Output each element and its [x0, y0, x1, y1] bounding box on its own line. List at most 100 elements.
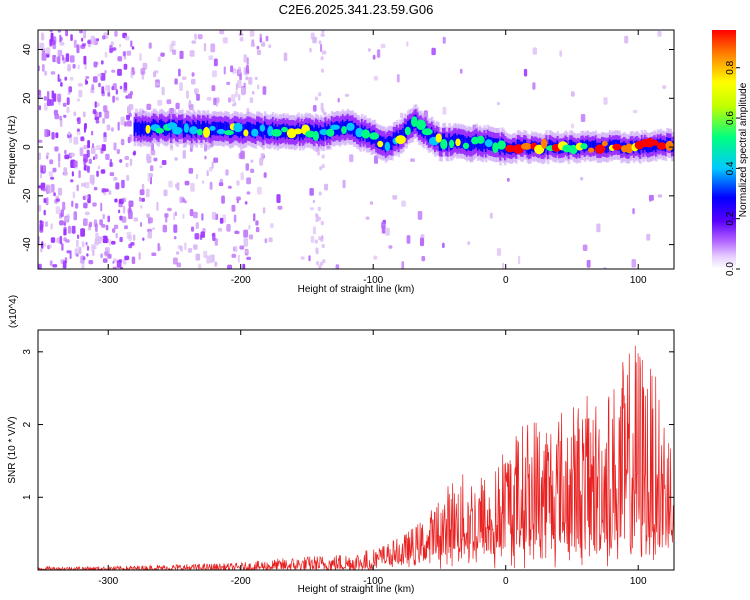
- ridge-core: [375, 133, 378, 147]
- spectrogram-speckle: [257, 84, 260, 90]
- ridge-peak: [243, 129, 249, 137]
- ridge-core: [265, 124, 269, 138]
- ridge-core: [480, 137, 483, 151]
- spectrogram-speckle: [43, 243, 47, 247]
- spectrogram-speckle: [86, 245, 90, 251]
- ridge-peak: [395, 135, 406, 145]
- ridge-peak: [497, 140, 506, 150]
- ridge-core: [316, 125, 319, 139]
- spectrogram-speckle: [121, 197, 126, 203]
- spectrogram-speckle: [226, 224, 231, 232]
- ridge-peak: [259, 124, 266, 132]
- ridge-peak: [271, 129, 282, 137]
- y-tick-label: -20: [22, 188, 33, 203]
- snr-multiplier: (x10^4): [8, 295, 19, 328]
- spectrogram-speckle: [194, 233, 200, 240]
- ridge-peak: [216, 128, 226, 135]
- spectrogram-speckle: [246, 256, 252, 260]
- spectrogram-speckle: [420, 234, 425, 239]
- spectrogram-speckle: [122, 205, 126, 214]
- spectrogram-speckle: [107, 253, 112, 259]
- spectrogram-speckle: [53, 109, 59, 116]
- spectrogram-speckle: [211, 161, 214, 169]
- ridge-core: [408, 119, 412, 133]
- ridge-peak: [369, 132, 379, 140]
- spectrogram-speckle: [231, 253, 237, 258]
- spectrogram-speckle: [245, 250, 249, 254]
- spectrogram-speckle: [96, 170, 99, 177]
- spectrogram-speckle: [67, 225, 72, 234]
- spectrogram-speckle: [87, 140, 90, 149]
- spectrogram-speckle: [255, 220, 259, 226]
- spectrogram-speckle: [467, 241, 471, 246]
- spectrogram-speckle: [119, 159, 123, 163]
- spectrogram-speckle: [235, 91, 238, 98]
- spectrogram-speckle: [94, 116, 100, 121]
- spectrogram-speckle: [460, 68, 463, 74]
- spectrogram-speckle: [227, 264, 232, 269]
- spectrogram-speckle: [191, 78, 196, 85]
- ridge-peak: [449, 139, 455, 149]
- ridge-core: [224, 121, 227, 135]
- spectrogram-speckle: [317, 216, 321, 221]
- spectrogram-speckle: [261, 42, 266, 47]
- spectrogram-speckle: [96, 102, 100, 107]
- spectrogram-speckle: [161, 86, 165, 96]
- spectrogram-speckle: [163, 189, 168, 197]
- spectrogram-speckle: [42, 188, 47, 192]
- ridge-core: [271, 122, 275, 136]
- ridge-core: [149, 123, 152, 137]
- spectrogram-speckle: [223, 66, 226, 75]
- spectrogram-speckle: [197, 34, 203, 40]
- spectrogram-speckle: [142, 237, 145, 241]
- spectrogram-speckle: [215, 103, 219, 107]
- spectrogram-speckle: [43, 198, 47, 203]
- spectrogram-speckle: [66, 97, 70, 105]
- spectrogram-speckle: [218, 182, 224, 187]
- spectrogram-speckle: [337, 97, 340, 103]
- spectrogram-speckle: [631, 259, 637, 268]
- ridge-peak: [361, 129, 371, 139]
- spectrogram-speckle: [76, 184, 79, 192]
- spectrogram-speckle: [237, 80, 242, 88]
- ridge-core: [352, 123, 356, 137]
- spectrogram-speckle: [106, 124, 111, 131]
- spectrogram-speckle: [201, 213, 204, 221]
- ridge-core: [138, 121, 141, 136]
- spectrogram-speckle: [246, 191, 251, 195]
- snr-ylabel: SNR (10 * V/V): [7, 416, 18, 483]
- spectrogram-speckle: [228, 185, 232, 189]
- ridge-peak: [665, 140, 674, 151]
- ridge-core: [139, 123, 143, 137]
- spectrogram-speckle: [582, 244, 588, 251]
- spectrogram-speckle: [70, 34, 73, 41]
- spectrogram-speckle: [316, 261, 320, 266]
- spectrogram-speckle: [315, 247, 319, 252]
- spectrogram-speckle: [246, 57, 249, 65]
- ridge-core: [263, 121, 267, 136]
- spectrogram-speckle: [69, 136, 73, 144]
- ridge-peak: [492, 142, 499, 154]
- y-tick-label: 0: [22, 144, 33, 150]
- spectrogram-speckle: [114, 30, 118, 37]
- spectrogram-speckle: [83, 145, 88, 150]
- spectrogram-speckle: [141, 197, 145, 202]
- x-tick-label: -200: [231, 275, 251, 286]
- spectrogram-speckle: [168, 180, 173, 188]
- spectrogram-speckle: [76, 131, 81, 136]
- ridge-core: [481, 138, 485, 152]
- spectrogram-speckle: [81, 241, 85, 248]
- spectrogram-speckle: [570, 123, 574, 129]
- spectrogram-speckle: [124, 225, 128, 230]
- spectrogram-speckle: [75, 203, 79, 209]
- spectrogram-speckle: [62, 102, 67, 107]
- spectrogram-speckle: [262, 86, 267, 95]
- spectrogram-speckle: [321, 30, 325, 34]
- spectrogram-speckle: [240, 172, 244, 181]
- spectrogram-speckle: [532, 47, 537, 55]
- spectrogram-speckle: [203, 43, 207, 52]
- ridge-peak: [540, 138, 548, 149]
- spectrogram-speckle: [62, 201, 66, 211]
- spectrogram-speckle: [309, 47, 312, 53]
- spectrogram-speckle: [50, 176, 55, 180]
